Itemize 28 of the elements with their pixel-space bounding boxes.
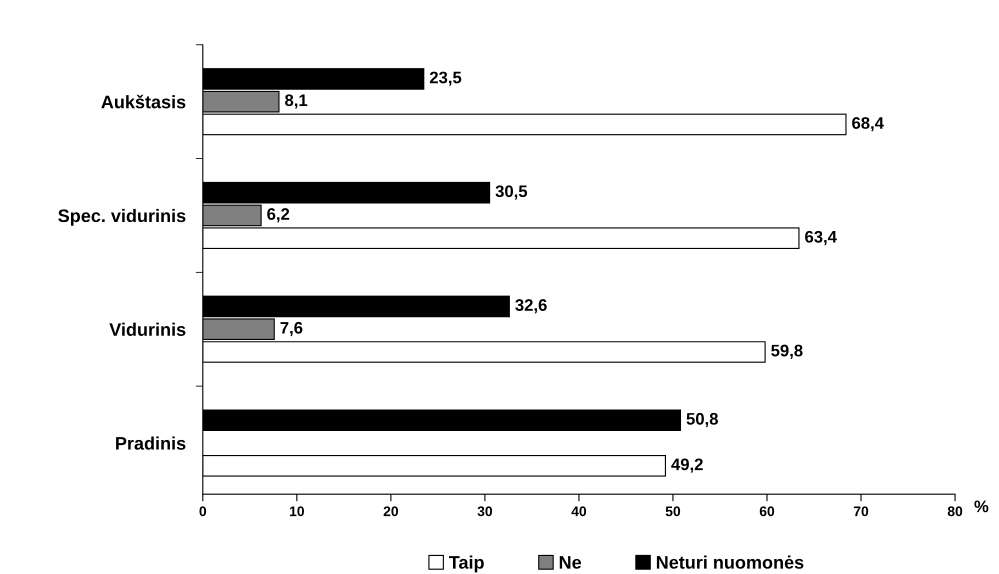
data-label: 32,6 xyxy=(515,299,547,314)
x-tick-label: 0 xyxy=(199,506,206,516)
data-label: 63,4 xyxy=(805,230,837,246)
data-label: 59,8 xyxy=(771,344,803,359)
y-tick-label: Vidurinis xyxy=(109,322,186,336)
x-tick-label: 40 xyxy=(571,506,586,516)
data-label: 50,8 xyxy=(686,412,718,428)
data-label: 30,5 xyxy=(496,185,528,200)
y-tick-label: Aukštasis xyxy=(101,94,186,108)
data-label: 8,1 xyxy=(285,94,308,109)
legend-label: Ne xyxy=(560,556,582,569)
x-tick-label: 80 xyxy=(948,506,962,516)
data-label: 49,2 xyxy=(671,458,703,473)
x-tick-label: 60 xyxy=(760,506,774,516)
x-tick-label: 10 xyxy=(290,506,304,516)
data-label: 7,6 xyxy=(280,322,302,336)
x-tick-label: 50 xyxy=(666,506,680,516)
data-label: 23,5 xyxy=(430,72,462,86)
y-tick-label: Pradinis xyxy=(116,436,186,450)
data-label: 6,2 xyxy=(267,208,290,222)
y-tick-label: Spec. vidurinis xyxy=(58,208,186,226)
x-tick-label: 30 xyxy=(477,506,492,516)
legend-label: Taip xyxy=(448,556,484,572)
x-axis-title: % xyxy=(974,500,988,512)
x-tick-label: 70 xyxy=(854,506,868,516)
data-label: 68,4 xyxy=(852,117,884,132)
legend-label: Neturi nuomonės xyxy=(656,556,804,569)
x-tick-label: 20 xyxy=(384,506,398,516)
